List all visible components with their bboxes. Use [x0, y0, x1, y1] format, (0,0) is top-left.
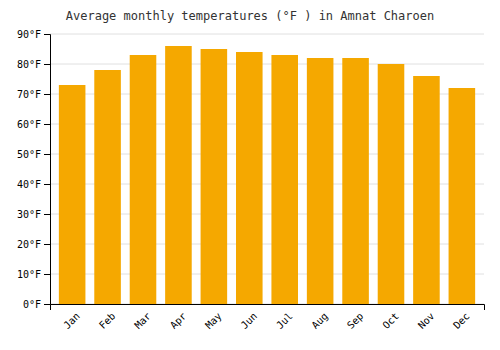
tick: Aug: [309, 310, 330, 331]
tick-label: Jan: [61, 310, 82, 331]
plot: 0°F 10°F 20°F 30°F 40°F 50°F 60°F 70°F 80°F 90°F J…: [17, 29, 485, 331]
tick: 60°F: [17, 119, 50, 130]
tick: 70°F: [17, 89, 50, 100]
tick-label: Feb: [97, 310, 118, 331]
tick: Oct: [380, 310, 401, 331]
tick: 10°F: [17, 269, 50, 280]
tick-label: Jul: [274, 310, 295, 331]
bar: [449, 88, 476, 304]
bar: [59, 85, 86, 304]
tick: 20°F: [17, 239, 50, 250]
tick-mark: [44, 304, 50, 305]
tick: 0°F: [23, 299, 50, 310]
tick-label: Dec: [451, 310, 472, 331]
tick: 40°F: [17, 179, 50, 190]
tick: Jul: [274, 310, 295, 331]
tick-mark: [44, 154, 50, 155]
tick-label: Mar: [132, 310, 153, 331]
grid-line: [50, 64, 484, 65]
tick-label: 20°F: [17, 239, 41, 250]
axis-line: [44, 35, 51, 305]
tick: 90°F: [17, 29, 50, 40]
y-axis: 0°F 10°F 20°F 30°F 40°F 50°F 60°F 70°F 80°F 90°F: [17, 29, 51, 310]
tick-mark: [44, 214, 50, 215]
tick: 30°F: [17, 209, 50, 220]
tick-label: 70°F: [17, 89, 41, 100]
bar: [94, 70, 121, 304]
tick-label: 10°F: [17, 269, 41, 280]
x-axis: Jan Feb Mar Apr May Jun Jul Aug Sep Oct Nov Dec: [51, 305, 485, 331]
tick-label: 90°F: [17, 29, 41, 40]
tick-label: 40°F: [17, 179, 41, 190]
tick-label: Apr: [168, 310, 189, 331]
tick: Feb: [97, 310, 118, 331]
tick: Mar: [132, 310, 153, 331]
tick-mark: [44, 244, 50, 245]
tick: May: [203, 310, 224, 331]
tick-mark: [44, 94, 50, 95]
tick-label: 60°F: [17, 119, 41, 130]
bar: [271, 55, 298, 304]
chart: Average monthly temperatures (°F ) in Am…: [0, 0, 500, 350]
bar: [378, 64, 405, 304]
bars: [59, 46, 475, 304]
tick-mark: [44, 274, 50, 275]
bar: [165, 46, 192, 304]
tick-mark: [44, 184, 50, 185]
tick: Jun: [239, 310, 260, 331]
bar: [130, 55, 157, 304]
tick: 80°F: [17, 59, 50, 70]
tick: Dec: [451, 310, 472, 331]
tick-label: Oct: [380, 310, 401, 331]
tick-mark: [44, 34, 50, 35]
tick: Sep: [345, 310, 366, 331]
tick: Apr: [168, 310, 189, 331]
tick: 50°F: [17, 149, 50, 160]
tick-label: 80°F: [17, 59, 41, 70]
tick-label: Nov: [416, 310, 437, 331]
tick-label: May: [203, 310, 224, 331]
grid: [50, 34, 484, 304]
bar: [201, 49, 228, 304]
tick-label: Jun: [239, 310, 260, 331]
bar: [413, 76, 440, 304]
bar: [342, 58, 369, 304]
tick-label: Sep: [345, 310, 366, 331]
axis-line: [51, 305, 485, 311]
tick-mark: [44, 64, 50, 65]
bar: [307, 58, 334, 304]
tick: Nov: [416, 310, 437, 331]
grid-line: [50, 34, 484, 35]
tick-label: Aug: [309, 310, 330, 331]
tick-label: 0°F: [23, 299, 41, 310]
tick-label: 30°F: [17, 209, 41, 220]
tick: Jan: [61, 310, 82, 331]
tick-label: 50°F: [17, 149, 41, 160]
title: Average monthly temperatures (°F ) in Am…: [66, 9, 434, 23]
bar: [236, 52, 263, 304]
tick-mark: [44, 124, 50, 125]
